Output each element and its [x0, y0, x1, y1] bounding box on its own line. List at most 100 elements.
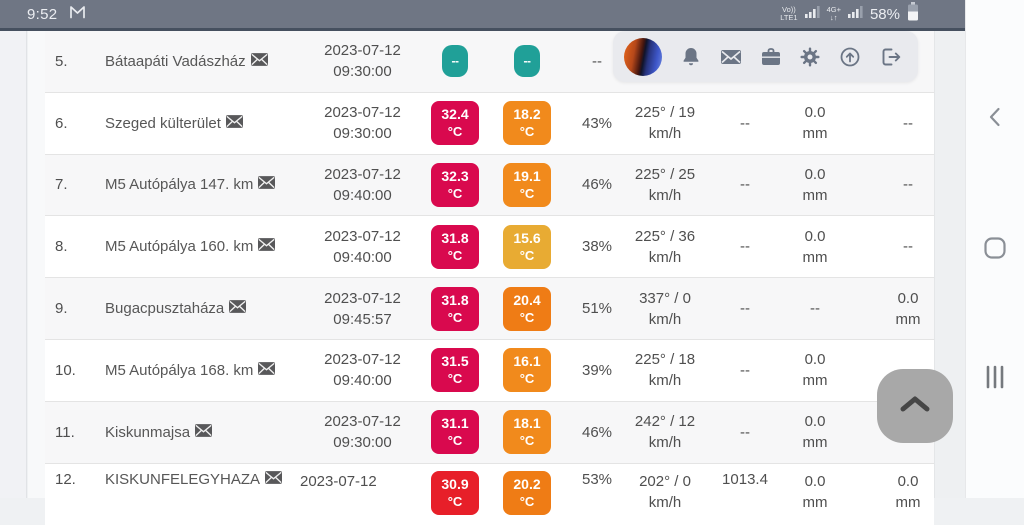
chevron-up-icon: [897, 394, 933, 419]
precipitation-cell-2: --: [903, 114, 913, 132]
table-row[interactable]: 10. M5 Autópálya 168. km 2023-07-12 09:4…: [45, 339, 934, 402]
table-row[interactable]: 11. Kiskunmajsa 2023-07-12 09:30:00 31.1…: [45, 401, 934, 464]
temp-badge-2: --: [514, 45, 540, 78]
wind-cell: 225° / 19 km/h: [634, 104, 696, 143]
battery-icon: [907, 2, 919, 26]
row-number: 11.: [55, 423, 75, 441]
station-name: Szeged külterület: [105, 93, 320, 154]
temp-column-2: 19.1 °C: [499, 155, 555, 216]
recents-icon[interactable]: [985, 364, 1005, 395]
humidity-cell: 53%: [581, 470, 613, 488]
page-background-left: [0, 31, 27, 498]
table-row[interactable]: 7. M5 Autópálya 147. km 2023-07-12 09:40…: [45, 154, 934, 217]
precipitation-cell-2: --: [903, 238, 913, 256]
pressure-cell: --: [740, 361, 750, 379]
table-row[interactable]: 12. KISKUNFELEGYHAZA 2023-07-12 30.9 °C 2…: [45, 463, 934, 525]
logout-icon[interactable]: [878, 45, 902, 69]
station-mail-icon[interactable]: [195, 423, 213, 441]
page-gutter-left: [28, 31, 45, 498]
station-mail-icon[interactable]: [258, 176, 276, 193]
station-mail-icon[interactable]: [229, 300, 247, 317]
temp-column-2: --: [499, 31, 555, 92]
row-number: 12.: [55, 470, 76, 488]
temp-badge-2: 18.1 °C: [503, 410, 551, 455]
temp-badge-2: 20.4 °C: [503, 286, 551, 331]
temp-column-1: 32.3 °C: [427, 155, 483, 216]
station-name: KISKUNFELEGYHAZA: [105, 464, 320, 525]
temp-column-1: 31.1 °C: [427, 402, 483, 463]
temp-badge-1: 31.8 °C: [431, 224, 479, 269]
temp-badge-2: 16.1 °C: [503, 348, 551, 393]
android-nav-bar: [965, 0, 1024, 498]
row-number: 10.: [55, 361, 76, 379]
station-name: Kiskunmajsa: [105, 402, 320, 463]
signal-strength-icon: [804, 5, 820, 24]
timestamp: 2023-07-12 09:40:00: [324, 351, 401, 390]
temp-column-2: 16.1 °C: [499, 340, 555, 401]
humidity-cell: 51%: [581, 300, 613, 318]
temp-column-2: 15.6 °C: [499, 216, 555, 277]
temp-column-1: 31.5 °C: [427, 340, 483, 401]
row-number: 6.: [55, 114, 68, 132]
table-row[interactable]: 8. M5 Autópálya 160. km 2023-07-12 09:40…: [45, 216, 934, 279]
station-mail-icon[interactable]: [265, 470, 283, 488]
briefcase-icon[interactable]: [759, 45, 783, 69]
station-name: Bátaapáti Vadászház: [105, 31, 320, 92]
clock: 9:52: [27, 5, 58, 23]
table-row[interactable]: 9. Bugacpusztaháza 2023-07-12 09:45:57 3…: [45, 278, 934, 340]
status-bar: 9:52 Vo)) LTE1 4G+ ↓↑: [0, 0, 965, 28]
station-mail-icon[interactable]: [258, 362, 276, 379]
temp-column-2: 18.1 °C: [499, 402, 555, 463]
4g-indicator: 4G+ ↓↑: [826, 5, 841, 22]
temp-badge-1: 31.1 °C: [431, 410, 479, 455]
humidity-cell: 39%: [581, 361, 613, 379]
station-name: M5 Autópálya 147. km: [105, 155, 320, 216]
table-row[interactable]: 5. Bátaapáti Vadászház 2023-07-12 09:30:…: [45, 31, 934, 93]
back-icon[interactable]: [984, 105, 1006, 134]
timestamp: 2023-07-12 09:30:00: [324, 42, 401, 81]
precipitation-cell: 0.0 mm: [802, 351, 828, 390]
temp-badge-2: 20.2 °C: [503, 470, 551, 515]
humidity-cell: 46%: [581, 423, 613, 441]
timestamp: 2023-07-12 09:45:57: [324, 289, 401, 328]
wind-cell: 242° / 12 km/h: [634, 413, 696, 452]
mail-icon[interactable]: [719, 45, 743, 69]
precipitation-cell-2: --: [903, 176, 913, 194]
avatar[interactable]: [624, 37, 662, 76]
pressure-cell: --: [740, 300, 750, 318]
precipitation-cell: --: [810, 300, 820, 318]
precipitation-cell-2: 0.0 mm: [895, 289, 921, 328]
precipitation-cell-2: 0.0 mm: [895, 472, 921, 511]
station-mail-icon[interactable]: [258, 238, 276, 255]
timestamp: 2023-07-12: [300, 472, 377, 490]
station-name: M5 Autópálya 160. km: [105, 216, 320, 277]
wind-cell: 202° / 0 km/h: [639, 472, 691, 511]
pressure-cell: --: [740, 423, 750, 441]
station-mail-icon[interactable]: [250, 53, 268, 70]
home-icon[interactable]: [983, 236, 1007, 265]
pressure-cell: --: [740, 238, 750, 256]
station-mail-icon[interactable]: [225, 114, 243, 132]
wind-cell: 225° / 25 km/h: [634, 165, 696, 204]
temp-badge-1: 32.4 °C: [431, 101, 479, 146]
temp-badge-1: 31.5 °C: [431, 348, 479, 393]
wind-cell: 337° / 0 km/h: [639, 289, 691, 328]
table-row[interactable]: 6. Szeged külterület 2023-07-12 09:30:00…: [45, 92, 934, 155]
timestamp: 2023-07-12 09:30:00: [324, 104, 401, 143]
temp-column-1: 31.8 °C: [427, 216, 483, 277]
bell-icon[interactable]: [679, 45, 703, 69]
gear-icon[interactable]: [798, 45, 822, 69]
gmail-notification-icon: [69, 5, 86, 24]
precipitation-cell: 0.0 mm: [802, 413, 828, 452]
timestamp: 2023-07-12 09:40:00: [324, 227, 401, 266]
temp-column-1: 30.9 °C: [427, 464, 483, 525]
scroll-to-top-button[interactable]: [877, 369, 953, 443]
temp-badge-2: 18.2 °C: [503, 101, 551, 146]
humidity-cell: 43%: [581, 114, 613, 132]
pressure-cell: --: [740, 176, 750, 194]
temp-column-1: 31.8 °C: [427, 278, 483, 339]
wind-cell: 225° / 18 km/h: [634, 351, 696, 390]
row-number: 7.: [55, 176, 68, 194]
temp-badge-2: 19.1 °C: [503, 162, 551, 207]
upload-circle-icon[interactable]: [838, 45, 862, 69]
